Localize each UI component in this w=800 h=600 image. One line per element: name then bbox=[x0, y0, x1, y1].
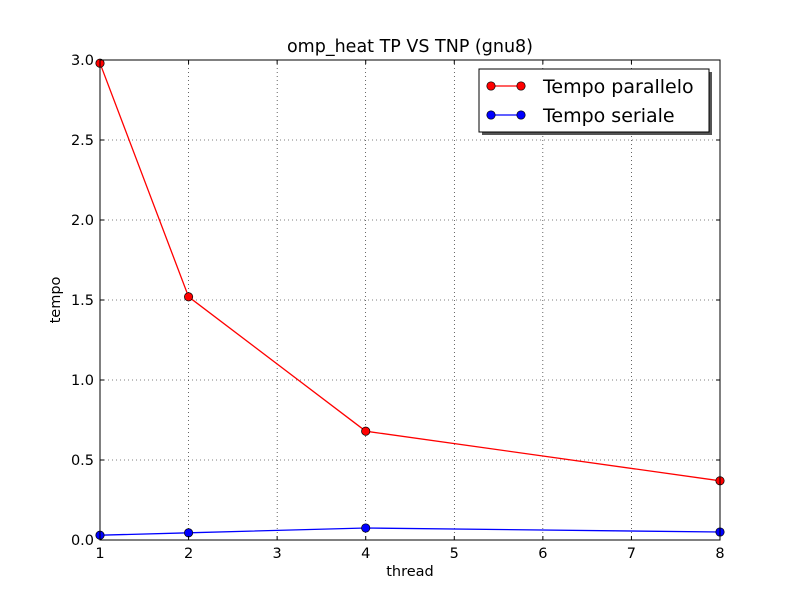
legend-marker-tempo-parallelo bbox=[516, 81, 526, 91]
legend-marker-tempo-parallelo bbox=[486, 81, 496, 91]
y-tick-label: 0.5 bbox=[71, 453, 94, 469]
data-point-tempo-seriale bbox=[184, 528, 194, 538]
tick-labels: 1 2 3 4 5 6 7 8 0.0 0.5 1.0 1.5 2.0 2.5 3.0 bbox=[71, 53, 725, 562]
series-line-tempo-parallelo bbox=[99, 62, 721, 482]
legend-label-tempo-seriale: Tempo seriale bbox=[542, 105, 675, 127]
x-tick-label: 2 bbox=[184, 546, 193, 562]
x-tick-label: 6 bbox=[538, 546, 547, 562]
series-line-tempo-seriale bbox=[99, 527, 721, 536]
y-tick-label: 3.0 bbox=[71, 53, 94, 69]
x-tick-label: 7 bbox=[627, 546, 636, 562]
chart-title: omp_heat TP VS TNP (gnu8) bbox=[287, 37, 533, 57]
x-tick-label: 3 bbox=[273, 546, 282, 562]
legend-marker-tempo-seriale bbox=[486, 110, 496, 120]
data-point-tempo-parallelo bbox=[184, 292, 194, 302]
y-tick-label: 2.0 bbox=[71, 213, 94, 229]
x-axis-label: thread bbox=[386, 564, 434, 580]
legend-box bbox=[478, 68, 710, 133]
x-tick-label: 8 bbox=[715, 546, 724, 562]
tick-marks bbox=[99, 59, 721, 541]
series-tempo-seriale bbox=[95, 523, 725, 540]
data-point-tempo-parallelo bbox=[361, 426, 371, 436]
legend-label-tempo-parallelo: Tempo parallelo bbox=[542, 76, 694, 98]
x-tick-label: 5 bbox=[450, 546, 459, 562]
x-tick-label: 4 bbox=[361, 546, 370, 562]
y-tick-label: 1.5 bbox=[71, 293, 94, 309]
legend-marker-tempo-seriale bbox=[516, 110, 526, 120]
y-tick-label: 0.0 bbox=[71, 533, 94, 549]
x-tick-label: 1 bbox=[95, 546, 104, 562]
data-point-tempo-seriale bbox=[361, 523, 371, 533]
y-axis-label: tempo bbox=[48, 276, 64, 323]
legend: Tempo parallelo Tempo seriale bbox=[478, 68, 712, 135]
y-tick-label: 1.0 bbox=[71, 373, 94, 389]
y-tick-label: 2.5 bbox=[71, 133, 94, 149]
